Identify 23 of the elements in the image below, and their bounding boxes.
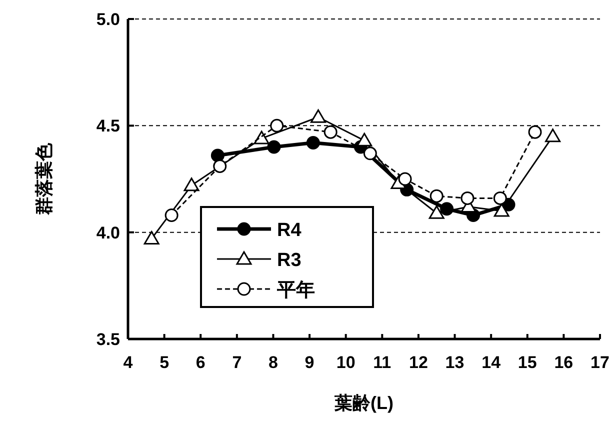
x-tick-label: 4: [123, 353, 134, 372]
x-axis-title: 葉齢(L): [334, 393, 394, 413]
x-tick-label: 12: [409, 353, 428, 372]
y-tick-label: 5.0: [96, 10, 120, 29]
x-tick-label: 13: [445, 353, 464, 372]
legend-label: R3: [277, 250, 302, 271]
y-tick-label: 4.0: [96, 223, 120, 242]
y-tick-label: 3.5: [96, 330, 120, 349]
x-tick-label: 10: [336, 353, 356, 372]
y-tick-label: 4.5: [96, 116, 120, 136]
x-tick-label: 15: [518, 353, 537, 372]
x-tick-label: 9: [304, 353, 314, 372]
x-tick-label: 7: [232, 353, 242, 372]
x-tick-label: 11: [373, 353, 392, 372]
x-tick-label: 14: [482, 353, 502, 372]
x-tick-label: 6: [196, 353, 206, 372]
x-tick-label: 16: [554, 353, 574, 372]
x-tick-label: 17: [590, 353, 610, 372]
legend-label: 平年: [276, 280, 315, 301]
x-tick-label: 5: [160, 353, 170, 372]
legend-label: R4: [277, 220, 302, 241]
x-tick-label: 8: [268, 353, 278, 372]
y-axis-title: 群落葉色: [34, 142, 54, 216]
